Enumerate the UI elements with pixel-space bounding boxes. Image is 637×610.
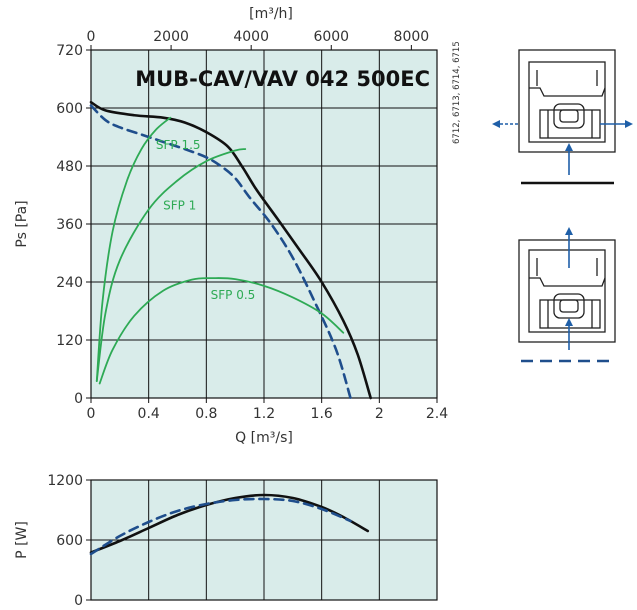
pressure-x-ticks: 0 0.4 0.8 1.2 1.6 2 2.4 [87, 398, 448, 422]
airflow-arrows-dashed [521, 227, 614, 363]
y-tick-label: 480 [56, 159, 83, 175]
y-tick-label: 360 [56, 217, 83, 233]
y-tick-label: 0 [74, 593, 83, 609]
x-tick-label: 0.4 [138, 406, 160, 422]
x2-axis-label: [m³/h] [249, 6, 293, 22]
x-axis-label: Q [m³/s] [235, 430, 293, 446]
y-axis-label: Ps [Pa] [14, 200, 30, 247]
series-line-dashed [89, 497, 352, 556]
y-tick-label: 120 [56, 333, 83, 349]
series-line-solid [89, 493, 370, 554]
x-tick-label: 1.2 [253, 406, 275, 422]
x-tick-label: 0 [87, 406, 96, 422]
x-tick-label: 0.8 [195, 406, 217, 422]
series-line-sfp-1 [95, 148, 247, 382]
x2-tick-label: 4000 [233, 29, 269, 45]
series-line-dashed [89, 104, 352, 400]
y-tick-label: 600 [56, 533, 83, 549]
x2-tick-label: 6000 [313, 29, 349, 45]
x-tick-label: 2 [375, 406, 384, 422]
y-tick-label: 720 [56, 43, 83, 59]
power-series [89, 493, 370, 556]
fan-unit [539, 109, 601, 139]
flow-m3h-ticks: 0 2000 4000 6000 8000 [87, 29, 430, 50]
y-tick-label: 1200 [47, 473, 83, 489]
pressure-series [89, 100, 372, 400]
x2-tick-label: 8000 [394, 29, 430, 45]
housing-outline [518, 239, 616, 343]
x2-tick-label: 2000 [153, 29, 189, 45]
series-line-sfp-0.5 [98, 277, 345, 385]
pressure-y-ticks: 0 120 240 360 480 600 720 [56, 43, 91, 407]
power-y-ticks: 0 600 1200 [47, 473, 91, 609]
y-tick-label: 600 [56, 101, 83, 117]
arrow-left-icon [492, 120, 500, 128]
sfp-curve-label: SFP 0.5 [211, 288, 256, 302]
chart-title: MUB-CAV/VAV 042 500EC [135, 67, 430, 91]
pressure-grid [91, 50, 437, 398]
series-line-sfp-1.5 [95, 116, 172, 382]
airflow-diagram-solid [518, 49, 616, 153]
x-tick-label: 2.4 [426, 406, 448, 422]
y-tick-label: 240 [56, 275, 83, 291]
arrow-right-icon [625, 120, 633, 128]
sfp-curve-label: SFP 1.5 [156, 138, 201, 152]
power-y-axis-label: P [W] [14, 521, 30, 559]
pressure-chart: 0 0.4 0.8 1.2 1.6 2 2.4 0 120 240 360 480 600 720 0 2… [14, 6, 462, 446]
x-tick-label: 1.6 [311, 406, 333, 422]
y-tick-label: 0 [74, 391, 83, 407]
arrow-up-icon [565, 318, 573, 326]
sfp-curve-label: SFP 1 [163, 199, 196, 213]
arrow-up-icon [565, 143, 573, 151]
series-line-solid [89, 100, 372, 400]
side-note: 6712, 6713, 6714, 6715 [452, 41, 462, 144]
housing-outline [518, 49, 616, 153]
airflow-diagram-dashed [518, 239, 616, 343]
airflow-arrows-solid [492, 120, 633, 185]
x2-tick-label: 0 [87, 29, 96, 45]
power-chart: 0 600 1200 P [W] [14, 473, 438, 609]
arrow-up-icon [565, 227, 573, 235]
sfp-labels: SFP 1.5 SFP 1 SFP 0.5 [156, 138, 255, 302]
